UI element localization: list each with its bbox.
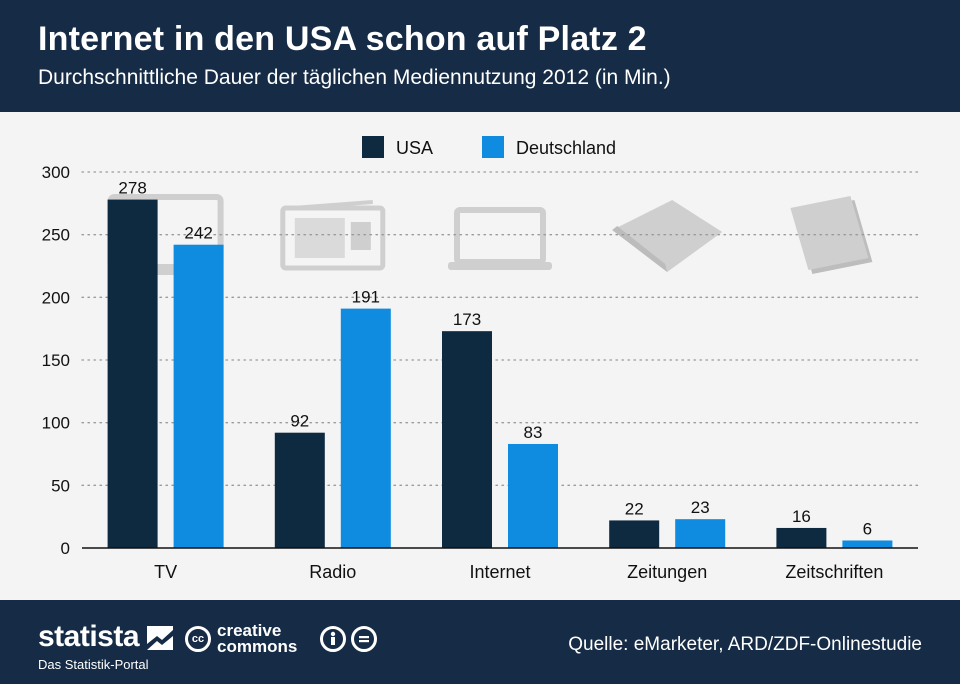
legend-label-usa: USA — [396, 138, 433, 158]
footer: statista Das Statistik-Portal cc creativ… — [0, 600, 960, 684]
legend-swatch-usa — [362, 136, 384, 158]
cc-text-commons: commons — [217, 637, 298, 656]
x-tick-label: Internet — [469, 562, 530, 582]
y-tick-label: 300 — [42, 163, 70, 182]
data-label: 173 — [453, 310, 481, 329]
y-tick-label: 250 — [42, 226, 70, 245]
bar-usa-zeitungen[interactable] — [609, 520, 660, 548]
bar-usa-radio[interactable] — [274, 432, 325, 548]
cc-text-creative: creative — [217, 621, 282, 640]
page-subtitle: Durchschnittliche Dauer der täglichen Me… — [38, 66, 671, 89]
bar-deutschland-zeitschriften[interactable] — [842, 540, 893, 548]
bar-deutschland-internet[interactable] — [508, 443, 558, 548]
data-labels: 278 242 92 191 173 83 22 23 16 6 — [118, 179, 872, 539]
data-label: 22 — [625, 499, 644, 518]
attribution-icon — [320, 626, 346, 652]
data-label: 83 — [524, 423, 543, 442]
y-tick-label: 50 — [51, 476, 70, 495]
data-label: 6 — [863, 519, 872, 538]
statista-mark-icon — [147, 626, 173, 650]
bars — [107, 199, 893, 548]
x-tick-label: Radio — [309, 562, 356, 582]
data-label: 242 — [184, 224, 212, 243]
data-label: 92 — [290, 412, 309, 431]
bar-usa-internet[interactable] — [442, 331, 492, 548]
laptop-icon — [448, 207, 552, 270]
x-tick-label: Zeitschriften — [785, 562, 883, 582]
header: Internet in den USA schon auf Platz 2 Du… — [0, 0, 960, 112]
bar-deutschland-tv[interactable] — [173, 244, 224, 548]
bar-deutschland-zeitungen[interactable] — [675, 519, 726, 548]
x-tick-label: Zeitungen — [627, 562, 707, 582]
data-label: 23 — [691, 498, 710, 517]
bar-usa-tv[interactable] — [107, 199, 158, 548]
bar-chart: 278 242 92 191 173 83 22 23 16 6 0 50 100 150 200 250 3… — [42, 136, 919, 582]
data-label: 16 — [792, 507, 811, 526]
newspaper-icon — [612, 200, 723, 272]
legend-swatch-deutschland — [482, 136, 504, 158]
legend: USA Deutschland — [362, 136, 616, 158]
data-label: 278 — [118, 179, 146, 198]
no-derivatives-icon — [351, 626, 377, 652]
statista-logo[interactable]: statista — [38, 620, 140, 653]
x-tick-label: TV — [154, 562, 177, 582]
y-tick-label: 100 — [42, 414, 70, 433]
cc-icon: cc — [185, 626, 211, 652]
data-label: 191 — [352, 288, 380, 307]
legend-label-deutschland: Deutschland — [516, 138, 616, 158]
category-icons — [107, 194, 873, 275]
page-title: Internet in den USA schon auf Platz 2 — [38, 20, 647, 58]
y-tick-label: 0 — [61, 539, 70, 558]
bar-usa-zeitschriften[interactable] — [776, 527, 827, 548]
axes: 0 50 100 150 200 250 300 TV Radio Internet Zeitung… — [42, 163, 918, 582]
radio-icon — [280, 200, 386, 271]
chart-area: 278 242 92 191 173 83 22 23 16 6 0 50 100 150 200 250 3… — [0, 112, 960, 600]
magazine-icon — [790, 196, 873, 274]
y-tick-label: 150 — [42, 351, 70, 370]
y-tick-label: 200 — [42, 288, 70, 307]
source-note: Quelle: eMarketer, ARD/ZDF-Onlinestudie — [568, 634, 922, 655]
bar-deutschland-radio[interactable] — [340, 308, 391, 548]
brand-tagline: Das Statistik-Portal — [38, 657, 149, 672]
